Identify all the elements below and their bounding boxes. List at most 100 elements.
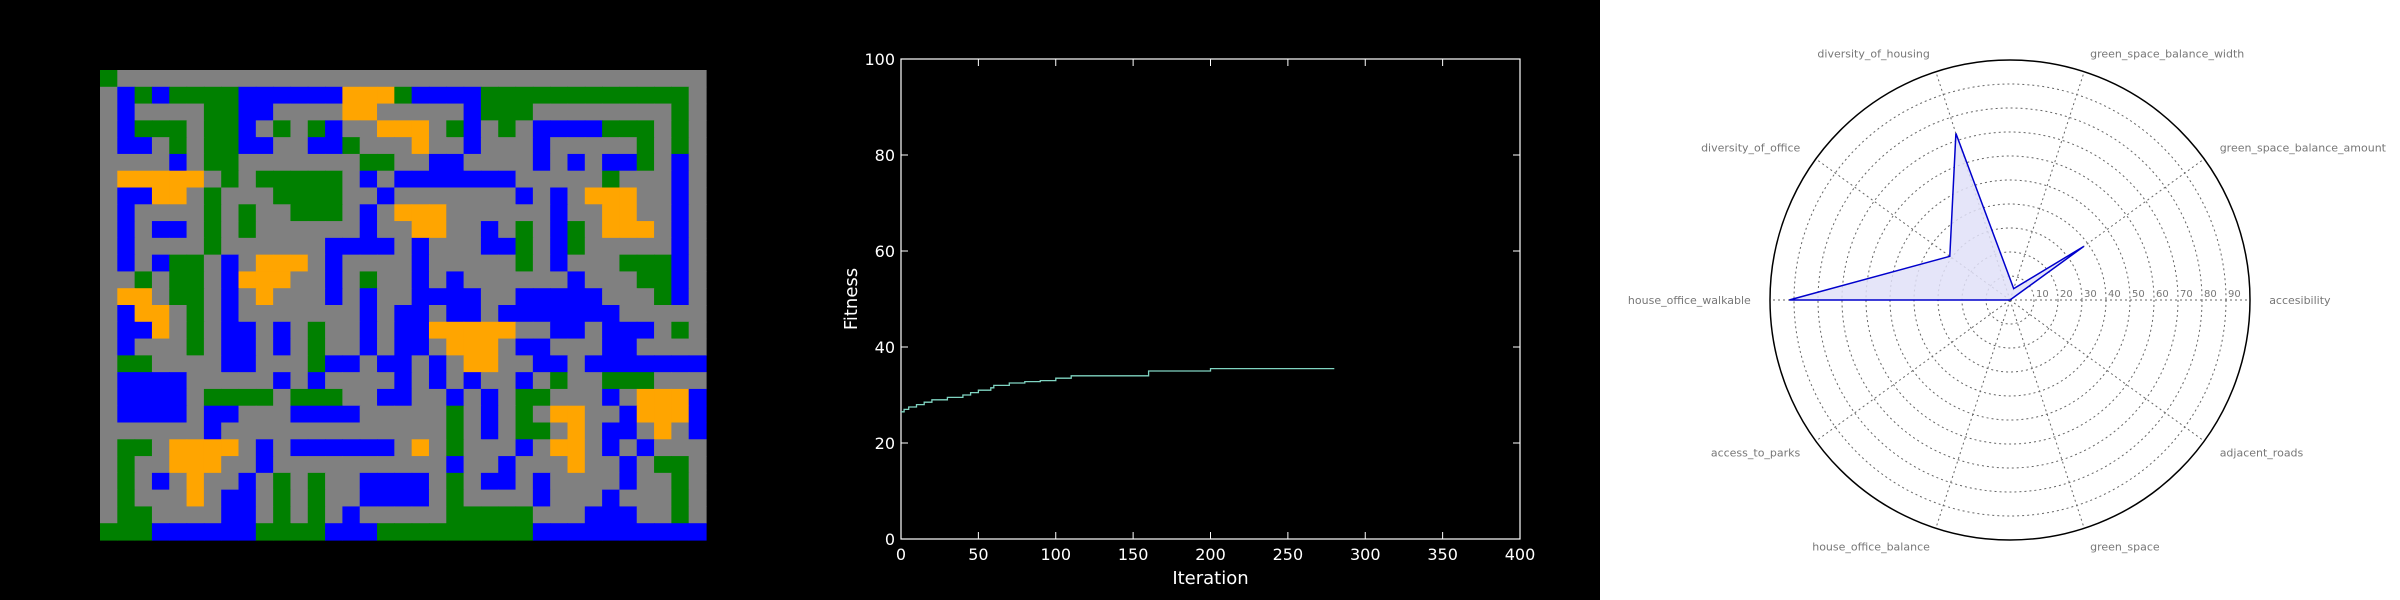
map-cell-park (203, 388, 222, 407)
map-cell-road (100, 422, 118, 440)
map-cell-road (221, 221, 240, 239)
map-cell-office (255, 103, 274, 121)
map-cell-housing (186, 472, 205, 491)
map-cell-park (654, 271, 672, 289)
map-cell-road (671, 422, 690, 440)
map-cell-park (186, 86, 205, 105)
map-cell-park (515, 221, 534, 239)
map-cell-park (377, 153, 395, 172)
map-cell-office (498, 472, 517, 491)
map-cell-office (117, 103, 136, 121)
map-cell-road (100, 86, 118, 105)
map-cell-office (325, 288, 343, 306)
map-cell-park (532, 422, 551, 440)
map-cell-office (221, 271, 240, 289)
map-cell-office (359, 204, 378, 222)
x-axis-label: Iteration (1172, 568, 1248, 589)
map-cell-road (394, 153, 413, 172)
map-cell-road (342, 254, 361, 273)
map-cell-road (394, 506, 413, 524)
map-cell-road (238, 187, 257, 205)
map-cell-office (498, 170, 517, 189)
map-cell-housing (636, 221, 655, 239)
x-tick-label: 50 (968, 545, 988, 564)
map-cell-park (238, 388, 257, 407)
map-cell-office (602, 305, 621, 323)
map-cell-office (428, 372, 447, 390)
map-cell-housing (671, 388, 690, 407)
map-cell-road (117, 422, 136, 440)
map-cell-road (446, 187, 465, 205)
map-cell-office (567, 523, 586, 541)
map-cell-road (273, 237, 292, 256)
map-cell-office (550, 355, 569, 373)
map-cell-housing (151, 170, 170, 189)
map-cell-office (134, 405, 153, 424)
map-cell-office (636, 439, 655, 457)
map-cell-park (671, 321, 690, 340)
map-cell-office (567, 153, 586, 172)
map-cell-road (134, 422, 153, 440)
radar-ring-label: 10 (2036, 289, 2049, 300)
map-cell-road (238, 372, 257, 390)
map-cell-office (550, 204, 569, 222)
map-cell-road (377, 288, 395, 306)
map-cell-road (394, 271, 413, 289)
map-cell-housing (602, 221, 621, 239)
map-cell-road (636, 237, 655, 256)
radar-ring-label: 30 (2084, 289, 2097, 300)
map-cell-road (567, 187, 586, 205)
map-cell-office (117, 187, 136, 205)
map-cell-housing (186, 456, 205, 474)
map-cell-road (325, 321, 343, 340)
map-cell-park (359, 271, 378, 289)
map-cell-road (532, 103, 551, 121)
map-cell-office (151, 254, 170, 273)
map-cell-road (446, 372, 465, 390)
map-cell-road (255, 422, 274, 440)
map-cell-road (394, 103, 413, 121)
map-cell-road (290, 372, 309, 390)
map-cell-park (342, 137, 361, 155)
map-cell-road (290, 153, 309, 172)
map-cell-road (151, 103, 170, 121)
map-cell-road (619, 170, 638, 189)
map-cell-road (290, 355, 309, 373)
map-cell-road (584, 321, 603, 340)
map-cell-road (654, 305, 672, 323)
map-cell-road (186, 120, 205, 138)
map-cell-road (584, 372, 603, 390)
map-cell-office (515, 305, 534, 323)
map-cell-road (342, 153, 361, 172)
map-cell-park (273, 170, 292, 189)
map-cell-road (255, 204, 274, 222)
map-cell-road (688, 204, 707, 222)
map-cell-road (532, 456, 551, 474)
map-cell-road (584, 338, 603, 356)
map-cell-housing (342, 103, 361, 121)
map-cell-office (359, 305, 378, 323)
map-cell-road (255, 305, 274, 323)
map-cell-road (480, 288, 499, 306)
map-cell-road (688, 103, 707, 121)
map-cell-road (463, 204, 482, 222)
map-cell-road (515, 472, 534, 491)
map-cell-park (255, 388, 274, 407)
map-cell-road (463, 439, 482, 457)
map-cell-park (515, 86, 534, 105)
map-cell-road (134, 103, 153, 121)
map-cell-housing (394, 120, 413, 138)
map-cell-road (238, 254, 257, 273)
map-cell-road (273, 137, 292, 155)
map-cell-road (636, 305, 655, 323)
map-cell-road (238, 170, 257, 189)
map-cell-road (602, 137, 621, 155)
map-cell-office (584, 355, 603, 373)
map-cell-office (515, 372, 534, 390)
map-cell-road (342, 456, 361, 474)
map-cell-office (117, 221, 136, 239)
map-cell-office (498, 456, 517, 474)
map-cell-park (446, 439, 465, 457)
map-cell-road (325, 372, 343, 390)
map-cell-park (619, 86, 638, 105)
